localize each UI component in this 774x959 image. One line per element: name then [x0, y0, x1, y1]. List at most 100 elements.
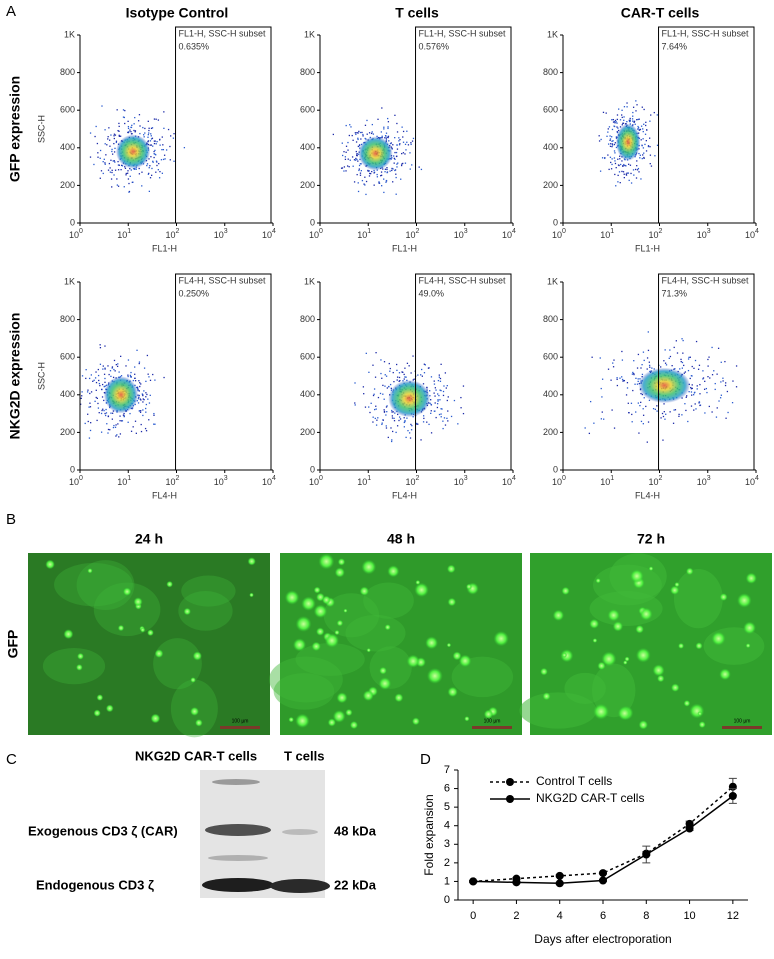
- event-dot: [118, 134, 120, 137]
- event-dot: [398, 137, 400, 139]
- event-dot: [132, 181, 134, 183]
- event-dot: [380, 171, 383, 173]
- event-dot: [351, 134, 353, 137]
- event-dot: [354, 382, 356, 384]
- event-dot: [664, 418, 666, 420]
- event-dot: [612, 118, 614, 121]
- gfp-cell: [334, 629, 340, 636]
- event-dot: [643, 123, 645, 125]
- event-dot: [139, 411, 142, 413]
- event-dot: [109, 167, 111, 169]
- tick-exponent: 0: [79, 228, 83, 235]
- event-dot: [417, 423, 419, 425]
- data-point: [728, 792, 737, 800]
- tick-exponent: 1: [127, 228, 131, 235]
- event-dot: [628, 411, 630, 414]
- event-dot: [632, 124, 634, 126]
- gate-label: FL1-H, SSC-H subset: [179, 28, 267, 38]
- event-dot: [636, 383, 639, 385]
- event-dot: [99, 149, 102, 152]
- event-dot: [641, 364, 643, 366]
- gfp-cell: [247, 557, 256, 566]
- event-dot: [662, 415, 665, 418]
- event-dot: [158, 162, 160, 165]
- event-dot: [688, 391, 690, 393]
- event-dot: [389, 142, 392, 145]
- event-dot: [391, 147, 393, 149]
- y-tick-label: 0: [444, 894, 450, 906]
- event-dot: [356, 132, 358, 134]
- time-label: 24 h: [135, 531, 163, 547]
- event-dot: [654, 408, 656, 411]
- event-dot: [609, 138, 612, 140]
- event-dot: [131, 124, 133, 127]
- event-dot: [383, 191, 385, 194]
- event-dot: [383, 398, 385, 400]
- event-dot: [124, 166, 126, 168]
- event-dot: [439, 399, 441, 401]
- y-tick-label: 400: [60, 142, 75, 152]
- y-tick-label: 200: [60, 180, 75, 190]
- event-dot: [626, 387, 629, 389]
- x-tick-label: 101: [117, 475, 131, 488]
- event-dot: [109, 171, 112, 173]
- event-dot: [99, 347, 102, 349]
- event-dot: [354, 159, 357, 161]
- event-dot: [690, 391, 693, 393]
- event-dot: [98, 382, 101, 385]
- event-dot: [107, 365, 109, 367]
- tick-exponent: 0: [79, 475, 83, 482]
- event-dot: [135, 432, 137, 434]
- event-dot: [98, 412, 100, 414]
- event-dot: [155, 118, 157, 120]
- density-core: [388, 379, 431, 418]
- event-dot: [157, 169, 159, 171]
- event-dot: [103, 373, 106, 375]
- event-dot: [153, 118, 156, 120]
- event-dot: [647, 331, 649, 333]
- event-dot: [660, 366, 662, 368]
- gfp-cell: [624, 656, 630, 662]
- event-dot: [428, 423, 430, 426]
- event-dot: [380, 372, 382, 375]
- event-dot: [114, 134, 117, 136]
- event-dot: [460, 396, 462, 399]
- event-dot: [108, 373, 110, 376]
- x-tick-label: 103: [697, 228, 711, 241]
- event-dot: [725, 417, 727, 419]
- event-dot: [369, 172, 371, 175]
- event-dot: [373, 184, 375, 186]
- event-dot: [122, 116, 125, 118]
- event-dot: [626, 172, 628, 174]
- y-tick-label: 4: [444, 820, 450, 832]
- event-dot: [127, 178, 130, 180]
- event-dot: [614, 152, 616, 154]
- event-dot: [150, 144, 152, 146]
- event-dot: [399, 418, 402, 420]
- event-dot: [163, 154, 166, 156]
- event-dot: [140, 410, 142, 412]
- x-tick-label: 100: [69, 475, 83, 488]
- event-dot: [386, 387, 389, 389]
- gate-label: FL1-H, SSC-H subset: [419, 28, 507, 38]
- gfp-cell: [745, 643, 751, 649]
- event-dot: [112, 426, 115, 429]
- gfp-cell: [719, 668, 731, 681]
- event-dot: [358, 169, 360, 172]
- event-dot: [598, 140, 601, 142]
- x-tick-label: 102: [406, 228, 420, 241]
- gfp-cell: [322, 595, 331, 605]
- event-dot: [345, 170, 347, 172]
- event-dot: [118, 371, 120, 373]
- event-dot: [403, 417, 405, 419]
- event-dot: [652, 408, 655, 410]
- gfp-cell: [483, 709, 494, 719]
- blot-band: [208, 855, 268, 861]
- event-dot: [609, 139, 611, 142]
- event-dot: [611, 409, 613, 411]
- event-dot: [642, 351, 645, 353]
- event-dot: [395, 193, 397, 195]
- event-dot: [660, 417, 662, 419]
- event-dot: [130, 430, 133, 432]
- event-dot: [611, 136, 613, 138]
